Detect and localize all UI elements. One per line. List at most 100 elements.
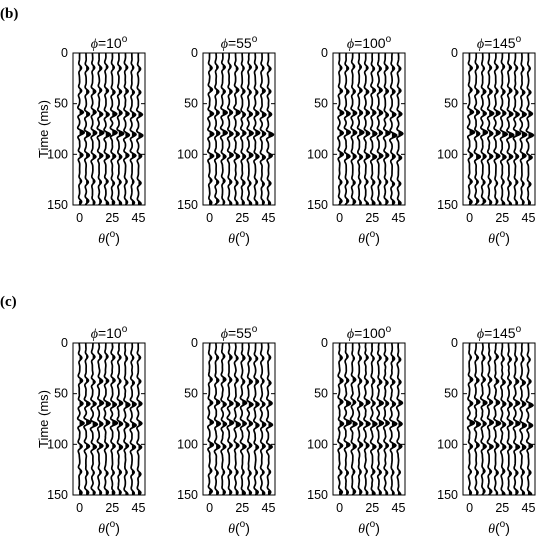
x-tick-label: 45: [262, 211, 276, 225]
axes-box: [462, 52, 536, 206]
x-label-open: (: [105, 520, 110, 536]
trace: [90, 52, 98, 206]
trace-fill: [515, 343, 520, 495]
trace-fill: [495, 53, 500, 205]
x-tick-label: 45: [262, 501, 276, 515]
x-tick-label: 0: [206, 211, 213, 225]
x-tick-label: 25: [235, 501, 249, 515]
x-label-symbol: θ: [488, 232, 495, 247]
title-value: =55: [228, 325, 252, 341]
x-label-close: ): [375, 520, 380, 536]
trace: [206, 52, 215, 206]
title-value: =100: [354, 325, 386, 341]
x-tick-label: 45: [522, 501, 536, 515]
trace: [349, 342, 358, 496]
y-tick-label: 50: [54, 97, 68, 111]
y-tick-label: 50: [184, 387, 198, 401]
y-tick-label: 0: [321, 46, 328, 60]
x-label-open: (: [495, 230, 500, 246]
x-axis-label: θ(o): [358, 519, 380, 537]
trace: [219, 52, 229, 206]
trace: [226, 342, 235, 496]
trace: [83, 342, 92, 496]
x-label-unit: o: [500, 519, 506, 530]
y-tick-label: 150: [307, 198, 328, 212]
title-unit: o: [252, 324, 258, 335]
y-tick-label: 100: [47, 437, 68, 451]
x-axis-label: θ(o): [488, 229, 510, 247]
x-label-unit: o: [240, 229, 246, 240]
trace-fill: [268, 346, 273, 495]
trace-fill: [125, 53, 130, 205]
trace: [369, 52, 378, 206]
trace: [486, 52, 495, 206]
title-unit: o: [516, 324, 522, 335]
x-label-unit: o: [370, 519, 376, 530]
trace: [129, 342, 138, 496]
trace-fill: [352, 53, 357, 205]
panel-label: (b): [0, 6, 18, 22]
y-tick-label: 100: [437, 147, 458, 161]
trace: [479, 342, 488, 496]
trace: [136, 343, 143, 496]
title-unit: o: [516, 34, 522, 45]
trace: [350, 52, 358, 206]
x-tick-label: 25: [235, 211, 249, 225]
axes-box: [202, 52, 276, 206]
title-unit: o: [122, 34, 128, 45]
title-phi: ϕ: [347, 327, 354, 342]
y-tick-label: 0: [451, 336, 458, 350]
title-value: =145: [484, 325, 516, 341]
trace: [96, 342, 105, 496]
x-tick-label: 0: [76, 211, 83, 225]
y-tick-label: 50: [54, 387, 68, 401]
x-label-close: ): [115, 520, 120, 536]
trace: [89, 342, 99, 496]
y-tick-label: 0: [191, 336, 198, 350]
trace: [396, 52, 404, 206]
y-axis-label: Time (ms): [36, 390, 51, 448]
subplot-title: ϕ=55o: [221, 34, 258, 52]
trace: [512, 342, 521, 496]
trace: [103, 52, 112, 206]
trace: [252, 52, 261, 206]
x-tick-label: 45: [392, 501, 406, 515]
trace-fill: [521, 55, 527, 205]
x-tick-label: 0: [466, 501, 473, 515]
trace: [265, 342, 274, 496]
title-value: =100: [354, 35, 386, 51]
x-label-symbol: θ: [228, 232, 235, 247]
trace-fill: [346, 53, 351, 205]
trace: [519, 342, 528, 496]
subplot-title: ϕ=10o: [91, 324, 128, 342]
x-label-symbol: θ: [228, 522, 235, 537]
trace-fill: [105, 53, 111, 205]
trace: [239, 342, 248, 496]
y-tick-label: 100: [177, 437, 198, 451]
trace: [466, 52, 476, 206]
x-label-close: ): [505, 520, 510, 536]
trace: [388, 342, 398, 496]
y-tick-label: 0: [321, 336, 328, 350]
trace: [356, 342, 364, 496]
trace-fill: [482, 53, 488, 205]
y-tick-label: 100: [437, 437, 458, 451]
trace: [395, 342, 404, 496]
trace: [363, 53, 371, 206]
trace: [506, 52, 515, 206]
trace: [129, 52, 137, 206]
y-tick-label: 100: [47, 147, 68, 161]
title-phi: ϕ: [91, 37, 98, 52]
trace: [116, 342, 124, 496]
x-tick-label: 0: [206, 501, 213, 515]
trace: [506, 342, 514, 496]
y-tick-label: 0: [61, 46, 68, 60]
trace: [525, 342, 534, 496]
trace: [525, 53, 535, 206]
title-phi: ϕ: [91, 327, 98, 342]
